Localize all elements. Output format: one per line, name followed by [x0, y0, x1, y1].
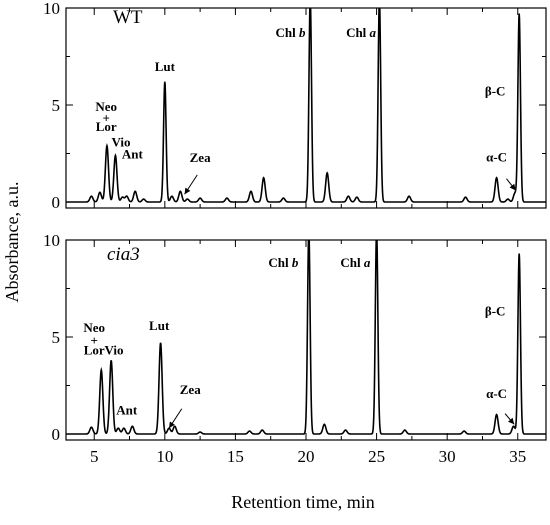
x-tick-label: 20	[298, 447, 315, 466]
y-tick-label: 0	[52, 425, 61, 444]
peak-label: Chl b	[275, 25, 305, 40]
y-tick-label: 10	[43, 231, 60, 250]
x-tick-label: 5	[90, 447, 99, 466]
peak-label: α-C	[486, 386, 507, 401]
peak-label: Neo	[83, 320, 105, 335]
peak-label: Vio	[112, 135, 131, 150]
x-tick-label: 25	[368, 447, 385, 466]
chromatogram-trace	[66, 240, 546, 435]
x-tick-label: 30	[439, 447, 456, 466]
peak-label: Zea	[190, 150, 211, 165]
arrow-head	[169, 421, 175, 429]
y-tick-label: 0	[52, 193, 61, 212]
peak-label: Lor	[96, 119, 117, 134]
arrow-head	[184, 187, 191, 195]
panel-label: cia3	[107, 244, 140, 265]
peak-label: α-C	[486, 149, 507, 164]
x-tick-label: 15	[227, 447, 244, 466]
peak-label: +	[103, 110, 110, 125]
panel-2: 5 10 15 20 25 30 35 0 5 10 Neo+Lor Vio Ant Lut Zea Chl …	[43, 231, 547, 466]
y-tick-label: 5	[52, 96, 61, 115]
peak-label: Lor	[84, 342, 105, 357]
arrow-head	[508, 417, 515, 425]
peak-label: β-C	[485, 83, 506, 98]
peak-label: Chl b	[268, 255, 298, 270]
peak-label: Lut	[149, 318, 170, 333]
peak-label: Zea	[180, 382, 201, 397]
peak-label: +	[91, 333, 98, 348]
panel-label: WT	[113, 7, 143, 28]
peak-label: Ant	[122, 146, 144, 161]
peak-label: Chl a	[340, 255, 370, 270]
chromatogram-trace	[66, 8, 546, 203]
y-axis-title: Absorbance, a.u.	[2, 182, 22, 303]
x-axis-title: Retention time, min	[231, 492, 374, 512]
y-tick-label: 5	[52, 328, 61, 347]
peak-label: β-C	[485, 304, 506, 319]
arrow-head	[509, 183, 516, 191]
peak-label: Ant	[116, 403, 138, 418]
peak-label: Vio	[104, 342, 123, 357]
x-tick-label: 10	[156, 447, 173, 466]
x-tick-label: 35	[509, 447, 526, 466]
peak-label: Lut	[155, 59, 176, 74]
y-tick-label: 10	[43, 0, 60, 18]
plot-frame	[65, 7, 547, 209]
peak-label: Neo	[95, 99, 117, 114]
peak-label: Chl a	[346, 25, 376, 40]
